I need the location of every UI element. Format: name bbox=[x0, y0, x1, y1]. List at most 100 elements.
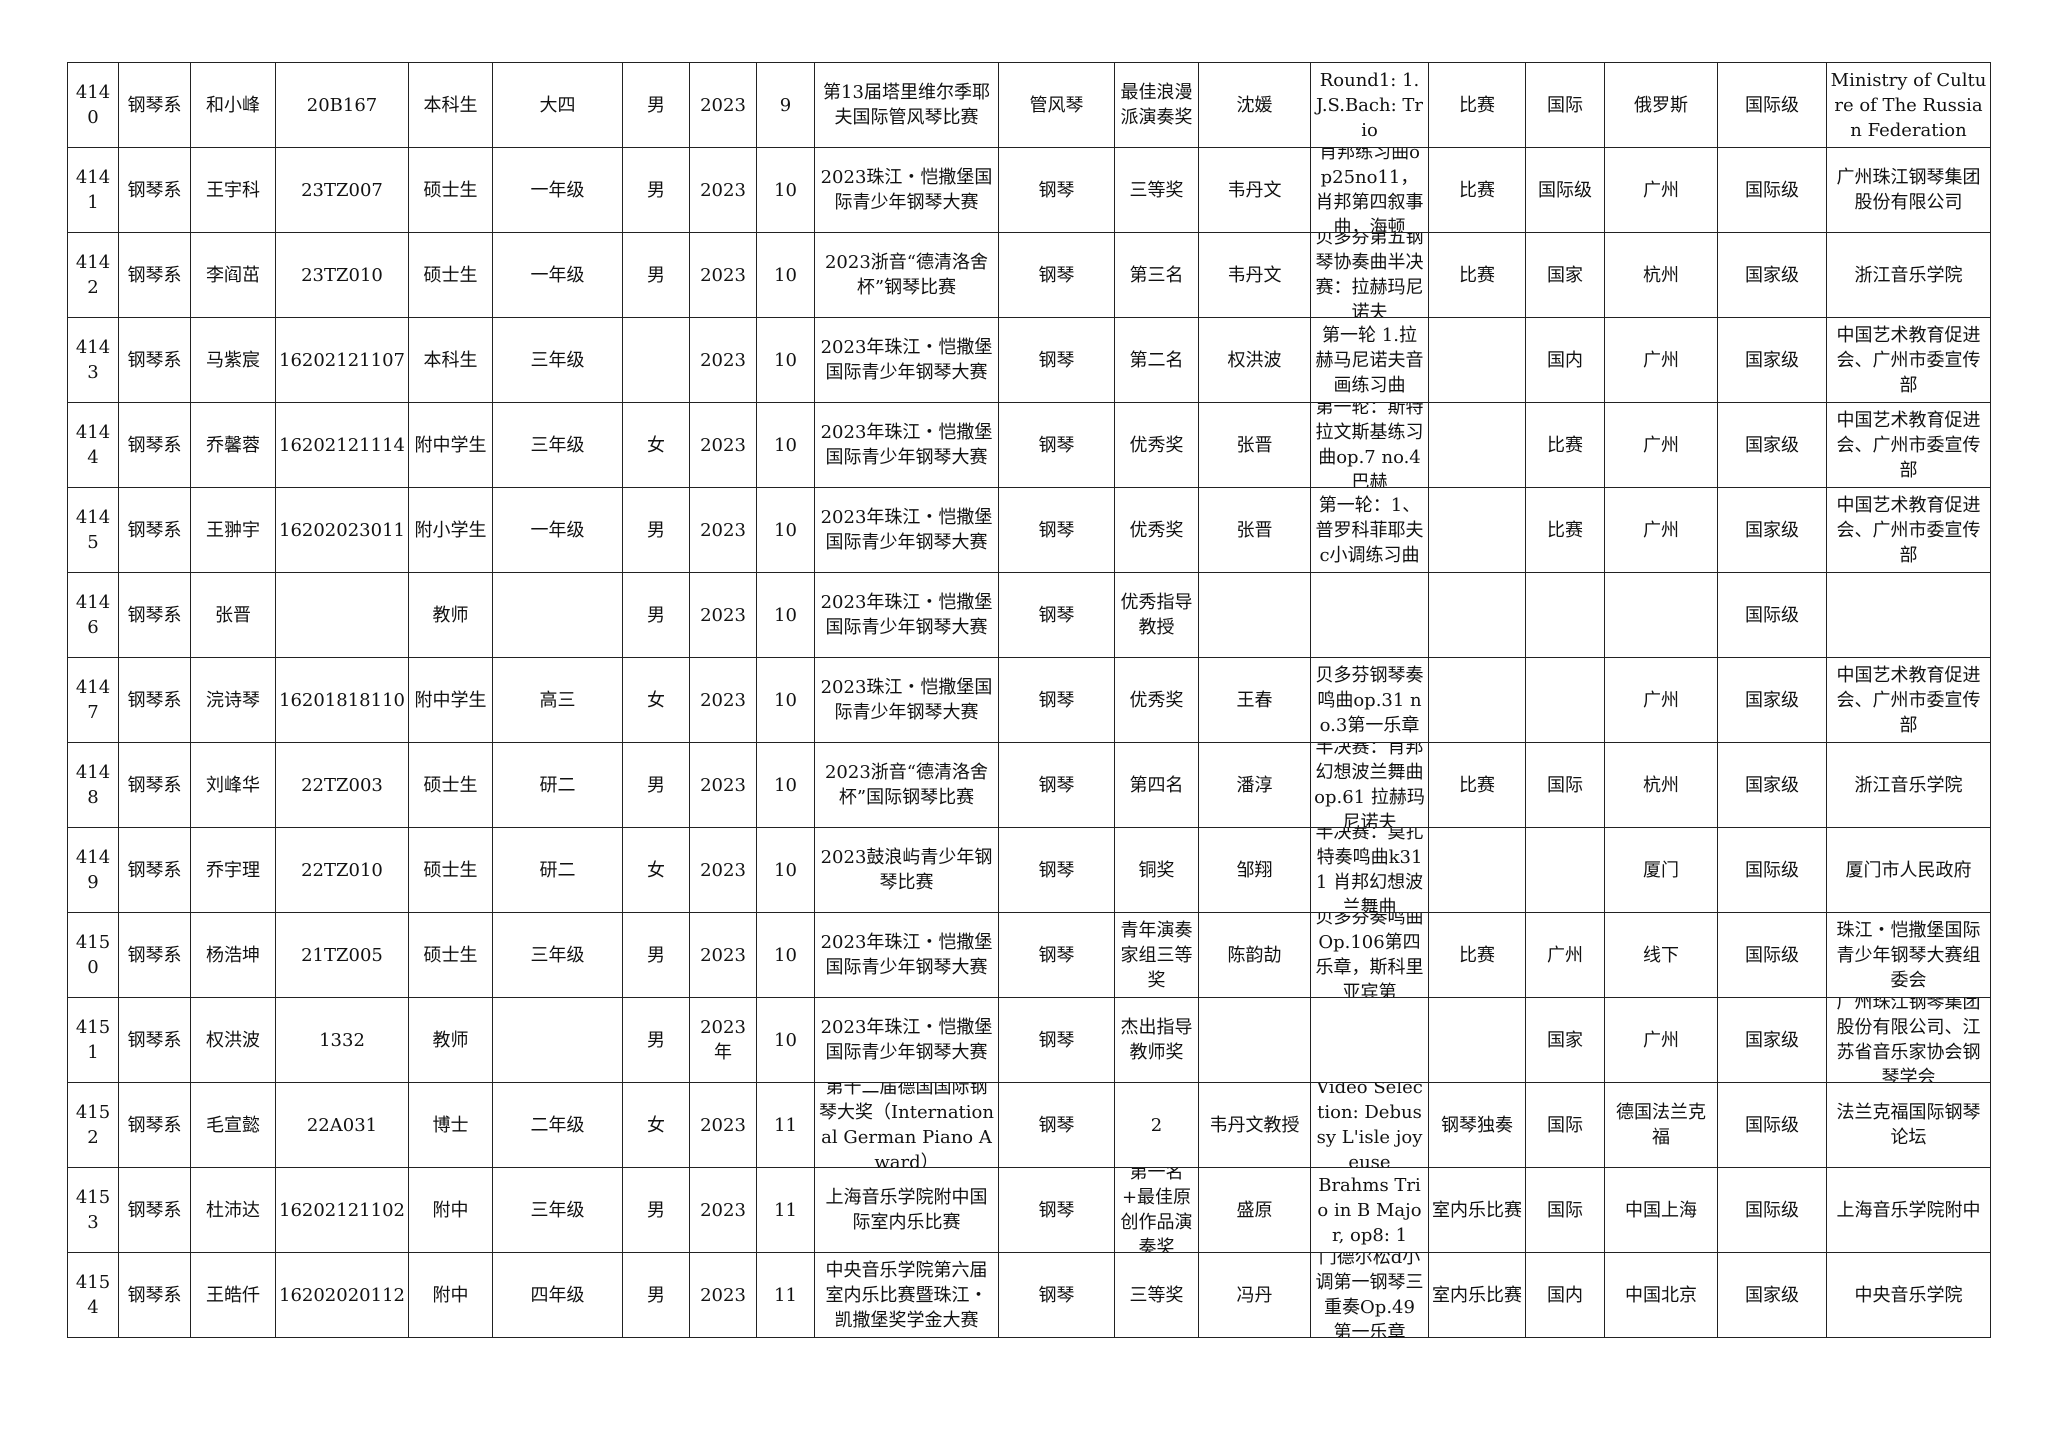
table-cell: 22A031 bbox=[275, 1082, 409, 1168]
table-cell: 10 bbox=[756, 997, 815, 1083]
cell-text: 2023 bbox=[700, 1114, 746, 1136]
cell-text: 国际级 bbox=[1745, 1114, 1799, 1136]
table-cell: 广州 bbox=[1525, 912, 1605, 998]
cell-text: 和小峰 bbox=[206, 94, 260, 116]
table-cell: 国家级 bbox=[1717, 487, 1827, 573]
cell-text: 三等奖 bbox=[1129, 1284, 1184, 1306]
cell-text: 广州 bbox=[1547, 944, 1583, 966]
table-cell bbox=[1198, 997, 1311, 1083]
cell-text: 4143 bbox=[75, 337, 111, 383]
table-row: 4154 钢琴系 王皓仟 16202020112 附中 四年级 男 2023 11 中央音乐学院第… bbox=[67, 1252, 1991, 1338]
cell-text: Brahms Trio in B Major, op8: 1 bbox=[1317, 1174, 1422, 1246]
table-cell: 钢琴 bbox=[998, 572, 1115, 658]
cell-text: 钢琴系 bbox=[127, 434, 182, 456]
table-row: 4140 钢琴系 和小峰 20B167 本科生 大四 男 2023 9 第13届塔里维尔季耶夫国际… bbox=[67, 62, 1991, 148]
table-cell: Brahms Trio in B Major, op8: 1 bbox=[1310, 1167, 1429, 1253]
table-cell: 2023年珠江・恺撒堡国际青少年钢琴大赛 bbox=[814, 572, 999, 658]
table-cell: 比赛 bbox=[1525, 487, 1605, 573]
table-cell: 钢琴 bbox=[998, 402, 1115, 488]
table-row: 4152 钢琴系 毛宣懿 22A031 博士 二年级 女 2023 11 第十二届德国国际钢琴大奖… bbox=[67, 1082, 1991, 1168]
cell-text: 韦丹文 bbox=[1227, 264, 1282, 286]
cell-text: 第一名+最佳原创作品演奏奖 bbox=[1120, 1168, 1193, 1252]
table-cell: 教师 bbox=[408, 572, 493, 658]
table-cell: 2023浙音“德清洛舍杯”国际钢琴比赛 bbox=[814, 742, 999, 828]
cell-text: 10 bbox=[774, 434, 797, 456]
table-cell: 20B167 bbox=[275, 62, 409, 148]
cell-text: 10 bbox=[774, 179, 797, 201]
table-cell: 国际级 bbox=[1717, 1167, 1827, 1253]
cell-text: 23TZ007 bbox=[301, 179, 383, 201]
cell-text bbox=[493, 573, 622, 657]
cell-text: 女 bbox=[647, 1114, 665, 1136]
table-cell: 钢琴独奏 bbox=[1428, 1082, 1526, 1168]
table-cell: 中国北京 bbox=[1604, 1252, 1718, 1338]
cell-text: 中国艺术教育促进会、广州市委宣传部 bbox=[1836, 664, 1981, 736]
table-cell: 管风琴 bbox=[998, 62, 1115, 148]
cell-text: 韦丹文教授 bbox=[1209, 1114, 1300, 1136]
table-cell: 铜奖 bbox=[1114, 827, 1199, 913]
table-cell: 张晋 bbox=[1198, 402, 1311, 488]
table-cell bbox=[492, 572, 623, 658]
cell-text: 钢琴 bbox=[1038, 1284, 1075, 1306]
table-cell: 硕士生 bbox=[408, 147, 493, 233]
table-cell: 男 bbox=[622, 487, 690, 573]
table-cell: 中央音乐学院 bbox=[1826, 1252, 1991, 1338]
cell-text bbox=[1429, 828, 1525, 912]
cell-text: 广州 bbox=[1643, 519, 1679, 541]
table-cell: 国内 bbox=[1525, 317, 1605, 403]
table-cell bbox=[1310, 997, 1429, 1083]
table-cell: 刘峰华 bbox=[190, 742, 276, 828]
cell-text: 钢琴系 bbox=[127, 1029, 182, 1051]
cell-text: 权洪波 bbox=[206, 1029, 260, 1051]
table-cell: 第一轮：斯特拉文斯基练习曲op.7 no.4 巴赫 bbox=[1310, 402, 1429, 488]
table-cell: 浙江音乐学院 bbox=[1826, 742, 1991, 828]
table-cell: 比赛 bbox=[1428, 62, 1526, 148]
cell-text: 2023年珠江・恺撒堡国际青少年钢琴大赛 bbox=[820, 1017, 993, 1063]
cell-text: 钢琴系 bbox=[127, 604, 182, 626]
table-cell: 硕士生 bbox=[408, 912, 493, 998]
cell-text: 教师 bbox=[432, 604, 469, 626]
cell-text: 2023 bbox=[700, 1284, 746, 1306]
table-cell: Ministry of Culture of The Russian Feder… bbox=[1826, 62, 1991, 148]
cell-text: 2023 bbox=[700, 859, 746, 881]
cell-text: 王皓仟 bbox=[206, 1284, 260, 1306]
table-cell: 22TZ010 bbox=[275, 827, 409, 913]
table-cell: 门德尔松d小调第一钢琴三重奏Op.49 第一乐章 bbox=[1310, 1252, 1429, 1338]
table-cell: 第一轮 1.拉赫马尼诺夫音画练习曲 bbox=[1310, 317, 1429, 403]
table-cell: 毛宣懿 bbox=[190, 1082, 276, 1168]
table-cell: 钢琴系 bbox=[118, 1167, 191, 1253]
table-cell: 国际级 bbox=[1717, 62, 1827, 148]
cell-text: 中央音乐学院 bbox=[1854, 1284, 1963, 1306]
cell-text: 钢琴系 bbox=[127, 349, 182, 371]
cell-text: 毛宣懿 bbox=[206, 1114, 260, 1136]
table-cell: 钢琴 bbox=[998, 487, 1115, 573]
cell-text: 国际级 bbox=[1745, 604, 1799, 626]
cell-text: 中国上海 bbox=[1625, 1199, 1697, 1221]
table-cell: 4149 bbox=[67, 827, 119, 913]
table-cell: 三年级 bbox=[492, 912, 623, 998]
table-cell: 国家 bbox=[1525, 232, 1605, 318]
table-cell: 10 bbox=[756, 742, 815, 828]
table-cell: 国家 bbox=[1525, 997, 1605, 1083]
cell-text: 2 bbox=[1150, 1114, 1163, 1136]
cell-text: 4151 bbox=[75, 1017, 111, 1063]
table-cell: 2023浙音“德清洛舍杯”钢琴比赛 bbox=[814, 232, 999, 318]
table-cell: 陈韵劼 bbox=[1198, 912, 1311, 998]
table-cell: 本科生 bbox=[408, 62, 493, 148]
table-cell: 2023年 bbox=[689, 997, 757, 1083]
cell-text: 钢琴 bbox=[1038, 349, 1075, 371]
cell-text: 2023 bbox=[700, 519, 746, 541]
cell-text bbox=[1827, 573, 1990, 657]
cell-text: 乔宇理 bbox=[206, 859, 260, 881]
table-cell bbox=[275, 572, 409, 658]
table-cell: 女 bbox=[622, 402, 690, 488]
table-cell: 10 bbox=[756, 147, 815, 233]
cell-text: 男 bbox=[647, 94, 665, 116]
cell-text: 上海音乐学院附中国际室内乐比赛 bbox=[825, 1187, 988, 1233]
cell-text: 2023年珠江・恺撒堡国际青少年钢琴大赛 bbox=[820, 592, 993, 638]
table-cell: 国际级 bbox=[1717, 572, 1827, 658]
table-cell: 2023 bbox=[689, 402, 757, 488]
table-cell: 女 bbox=[622, 827, 690, 913]
table-cell: 室内乐比赛 bbox=[1428, 1167, 1526, 1253]
table-cell: 4143 bbox=[67, 317, 119, 403]
